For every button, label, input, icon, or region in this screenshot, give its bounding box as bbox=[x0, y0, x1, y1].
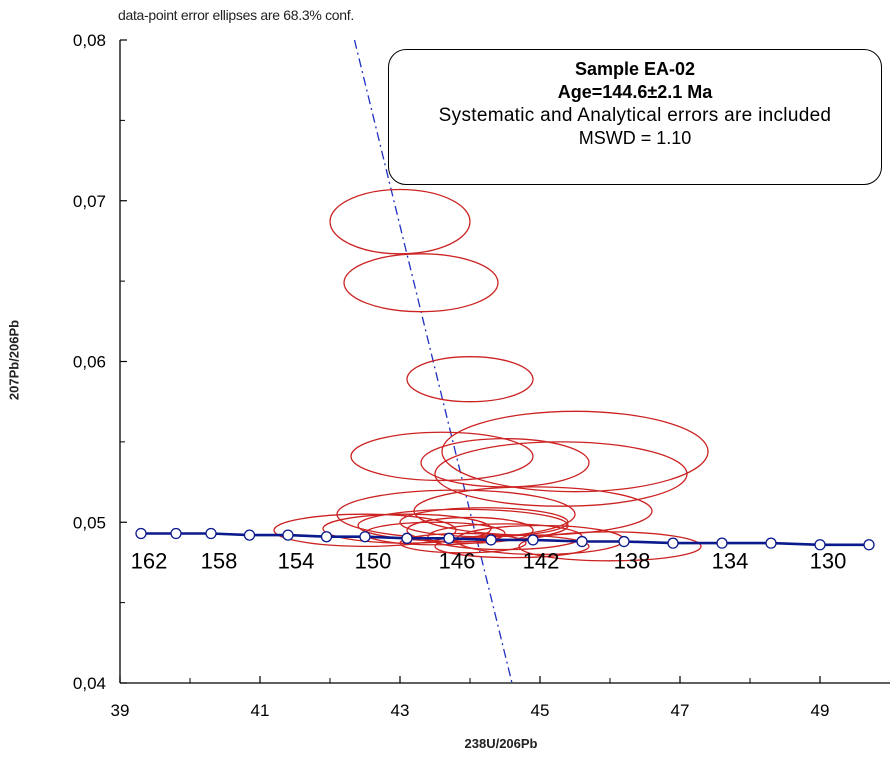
error-ellipse bbox=[350, 431, 534, 482]
annotation-box: Sample EA-02 Age=144.6±2.1 Ma Systematic… bbox=[388, 49, 882, 185]
concordia-age-label: 142 bbox=[523, 549, 560, 574]
x-tick-label: 41 bbox=[251, 701, 270, 720]
error-ellipse bbox=[273, 513, 457, 548]
concordia-age-marker bbox=[667, 537, 679, 549]
y-tick-label: 0,07 bbox=[73, 192, 106, 211]
concordia-age-marker bbox=[282, 529, 294, 541]
y-tick-label: 0,08 bbox=[73, 31, 106, 50]
concordia-age-label: 150 bbox=[355, 549, 392, 574]
chart-caption: data-point error ellipses are 68.3% conf… bbox=[118, 7, 354, 23]
x-tick-label: 47 bbox=[671, 701, 690, 720]
concordia-age-marker bbox=[170, 527, 182, 540]
error-ellipse bbox=[406, 356, 534, 403]
sample-name: Sample EA-02 bbox=[574, 59, 696, 79]
error-ellipse bbox=[434, 441, 688, 507]
error-ellipse bbox=[343, 253, 499, 313]
concordia-age-marker bbox=[765, 537, 777, 549]
concordia-age-marker bbox=[814, 539, 826, 551]
concordia-age-marker bbox=[863, 539, 875, 551]
concordia-age-label: 134 bbox=[712, 549, 749, 574]
concordia-age-marker bbox=[527, 534, 539, 546]
concordia-age-label: 146 bbox=[439, 549, 476, 574]
y-tick-label: 0,05 bbox=[73, 513, 106, 532]
errors-note: Systematic and Analytical errors are inc… bbox=[438, 105, 832, 126]
x-axis-label: 238U/206Pb bbox=[464, 736, 538, 751]
error-ellipse bbox=[420, 438, 590, 488]
error-ellipse bbox=[518, 531, 702, 562]
concordia-age-label: 138 bbox=[614, 549, 651, 574]
x-tick-label: 45 bbox=[531, 701, 550, 720]
concordia-age-marker bbox=[443, 532, 455, 544]
concordia-age-label: 130 bbox=[810, 549, 847, 574]
age-result: Age=144.6±2.1 Ma bbox=[557, 82, 713, 102]
concordia-age-label: 158 bbox=[201, 549, 238, 574]
error-ellipse bbox=[434, 534, 590, 559]
concordia-age-marker bbox=[320, 531, 333, 543]
mswd-value: MSWD = 1.10 bbox=[578, 128, 692, 148]
y-tick-label: 0,06 bbox=[73, 353, 106, 372]
concordia-age-marker bbox=[576, 535, 588, 548]
concordia-curve bbox=[141, 532, 869, 547]
x-tick-label: 43 bbox=[391, 701, 410, 720]
concordia-age-marker bbox=[618, 535, 630, 548]
concordia-age-marker bbox=[205, 527, 217, 540]
concordia-age-marker bbox=[716, 537, 728, 549]
y-axis-label: 207Pb/206Pb bbox=[6, 319, 22, 401]
x-tick-label: 49 bbox=[811, 701, 830, 720]
concordia-age-marker bbox=[485, 534, 497, 546]
concordia-age-label: 154 bbox=[278, 549, 315, 574]
error-ellipse bbox=[357, 508, 569, 543]
x-tick-label: 39 bbox=[111, 701, 130, 720]
error-ellipse bbox=[329, 188, 471, 255]
concordia-age-marker bbox=[359, 531, 371, 543]
error-ellipse bbox=[399, 532, 527, 554]
error-ellipse bbox=[441, 410, 709, 493]
concordia-age-marker bbox=[401, 532, 413, 544]
y-tick-label: 0,04 bbox=[73, 674, 106, 693]
concordia-age-label: 162 bbox=[131, 549, 168, 574]
error-ellipse bbox=[399, 507, 569, 538]
concordia-age-marker bbox=[135, 527, 147, 540]
concordia-age-marker bbox=[243, 529, 256, 541]
